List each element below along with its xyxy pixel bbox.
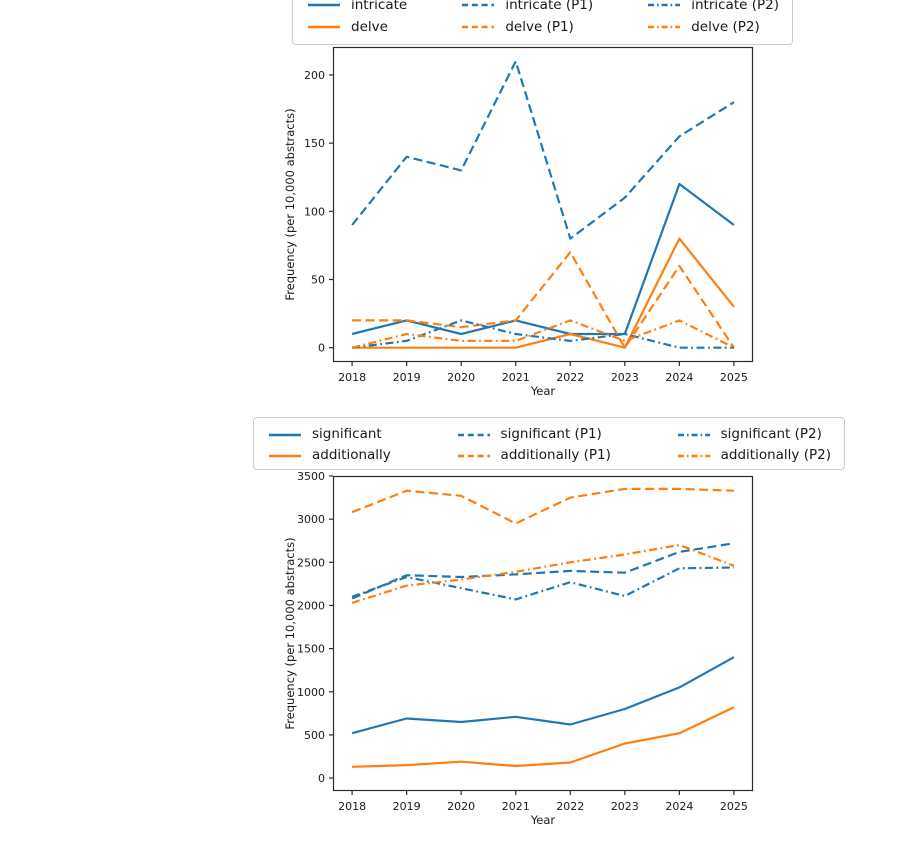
x-axis-label: Year — [530, 813, 556, 827]
legend-label: additionally — [312, 447, 391, 463]
dashdot-line-icon — [677, 433, 710, 436]
y-tick-label: 2000 — [297, 599, 325, 612]
y-tick-label: 100 — [304, 205, 325, 218]
dashed-line-icon — [462, 25, 495, 29]
series-intricate-p2-line — [351, 319, 734, 349]
dashdot-line-icon — [677, 454, 710, 457]
legend-label: intricate (P1) — [505, 0, 594, 13]
legend-bottom-chart: significant significant (P1) significant… — [253, 417, 845, 470]
legend-item-intricate-p2: intricate (P2) — [646, 0, 779, 15]
legend-label: significant (P1) — [500, 426, 602, 442]
y-tick-label: 150 — [304, 137, 325, 150]
top-chart: 0 50 100 150 200 2018 2019 2020 2021 2022 2023 2024… — [283, 46, 754, 398]
bottom-chart: 0 500 1000 1500 2000 2500 3000 3500 2018 2019 2020… — [283, 470, 754, 827]
legend-label: significant (P2) — [720, 426, 822, 442]
x-tick-label: 2024 — [665, 371, 693, 384]
legend-item-intricate-p1: intricate (P1) — [460, 0, 593, 15]
y-tick-label: 1000 — [297, 686, 325, 699]
y-tick-label: 3000 — [297, 513, 325, 526]
series-delve-p2-line — [351, 319, 735, 349]
x-tick-label: 2023 — [611, 800, 639, 813]
series-additionally-line — [352, 706, 735, 768]
legend-label: significant — [312, 426, 382, 442]
y-axis-label: Frequency (per 10,000 abstracts) — [283, 537, 297, 729]
dashed-line-icon — [462, 3, 495, 7]
solid-line-icon — [269, 433, 301, 436]
legend-label: delve (P1) — [505, 18, 574, 35]
legend-item-additionally-p1: additionally (P1) — [456, 446, 611, 465]
x-tick-label: 2020 — [447, 371, 475, 384]
series-delve-line — [352, 237, 735, 349]
plot-area — [332, 46, 754, 363]
dashed-line-icon — [457, 454, 490, 457]
legend-item-significant-p1: significant (P1) — [456, 425, 611, 444]
series-delve-p1-line — [352, 251, 735, 349]
legend-item-additionally: additionally — [267, 446, 391, 465]
series-additionally-p1-line — [351, 487, 734, 525]
x-tick-label: 2020 — [447, 800, 475, 813]
legend-top-chart: intricate intricate (P1) intricate (P2) … — [292, 0, 793, 45]
y-tick-label: 0 — [318, 772, 325, 785]
y-tick-label: 500 — [304, 729, 325, 742]
y-tick-label: 0 — [318, 342, 325, 355]
x-tick-label: 2022 — [556, 800, 584, 813]
legend-label: additionally (P1) — [500, 447, 611, 463]
legend-label: additionally (P2) — [720, 447, 831, 463]
x-tick-label: 2024 — [665, 800, 693, 813]
x-tick-label: 2018 — [338, 371, 366, 384]
plot-area — [332, 475, 754, 792]
x-tick-label: 2019 — [393, 800, 421, 813]
y-tick-label: 200 — [304, 69, 325, 82]
series-intricate-p1-line — [351, 60, 735, 240]
y-tick-label: 3500 — [297, 470, 325, 483]
x-axis-label: Year — [530, 384, 556, 398]
dashdot-line-icon — [648, 3, 681, 7]
legend-item-significant-p2: significant (P2) — [676, 425, 831, 444]
x-tick-label: 2021 — [502, 800, 530, 813]
legend-item-delve-p1: delve (P1) — [460, 18, 593, 37]
legend-item-significant: significant — [267, 425, 391, 444]
dashdot-line-icon — [648, 25, 681, 29]
legend-item-delve: delve — [306, 18, 407, 37]
series-intricate-line — [351, 182, 735, 336]
legend-label: delve — [351, 18, 388, 35]
legend-label: intricate — [351, 0, 408, 13]
series-significant-p2-line — [351, 566, 734, 601]
legend-item-additionally-p2: additionally (P2) — [676, 446, 831, 465]
x-tick-label: 2023 — [611, 371, 639, 384]
dashed-line-icon — [457, 433, 490, 436]
x-tick-label: 2021 — [502, 371, 530, 384]
solid-line-icon — [308, 25, 340, 29]
legend-label: delve (P2) — [691, 18, 760, 35]
series-significant-line — [351, 656, 735, 735]
legend-label: intricate (P2) — [691, 0, 779, 13]
y-axis-label: Frequency (per 10,000 abstracts) — [283, 108, 297, 300]
x-tick-label: 2025 — [720, 800, 748, 813]
series-significant-p1-line — [351, 542, 735, 600]
solid-line-icon — [308, 3, 340, 7]
y-tick-label: 50 — [311, 274, 325, 287]
x-tick-label: 2025 — [720, 371, 748, 384]
x-tick-label: 2018 — [338, 800, 366, 813]
legend-item-intricate: intricate — [306, 0, 407, 15]
y-tick-label: 1500 — [297, 643, 325, 656]
y-tick-label: 2500 — [297, 556, 325, 569]
x-tick-label: 2022 — [556, 371, 584, 384]
series-additionally-p2-line — [351, 543, 735, 604]
solid-line-icon — [269, 454, 301, 457]
x-tick-label: 2019 — [393, 371, 421, 384]
legend-item-delve-p2: delve (P2) — [646, 18, 779, 37]
